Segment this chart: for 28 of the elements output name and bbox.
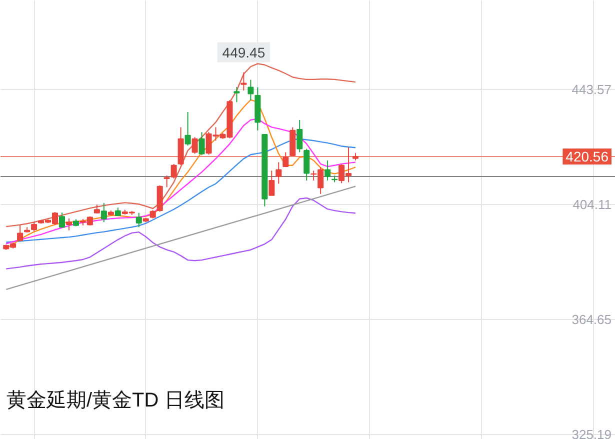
candlestick: [324, 160, 331, 182]
candlestick: [100, 202, 107, 223]
y-tick-label: 443.57: [572, 82, 612, 97]
y-tick-label: 364.65: [572, 312, 612, 327]
candlestick: [66, 218, 72, 231]
candlestick: [136, 212, 142, 228]
candlestick: [192, 136, 198, 154]
text: 黄金延期/黄金TD 日线图: [6, 390, 224, 412]
candlestick: [240, 72, 247, 92]
candlestick: [17, 224, 24, 242]
candlestick: [184, 112, 191, 146]
candlestick: [58, 212, 66, 228]
line-series: [5, 118, 356, 244]
ref-line-label: 420.56: [566, 148, 609, 164]
candlestick: [31, 221, 38, 232]
y-tick-label: 404.11: [572, 196, 612, 212]
candlestick: [304, 148, 310, 182]
y-tick-label: 325.19: [572, 426, 612, 439]
line-series: [5, 63, 356, 228]
candlestick: [282, 152, 289, 168]
candlestick: [268, 170, 275, 196]
candlestick: [296, 119, 303, 153]
annotation: 449.45: [222, 44, 266, 60]
candlestick: [234, 86, 240, 103]
candlestick: [248, 79, 254, 101]
line-series: [5, 197, 356, 270]
candlestick: [198, 132, 205, 156]
candlestick: [276, 162, 282, 184]
